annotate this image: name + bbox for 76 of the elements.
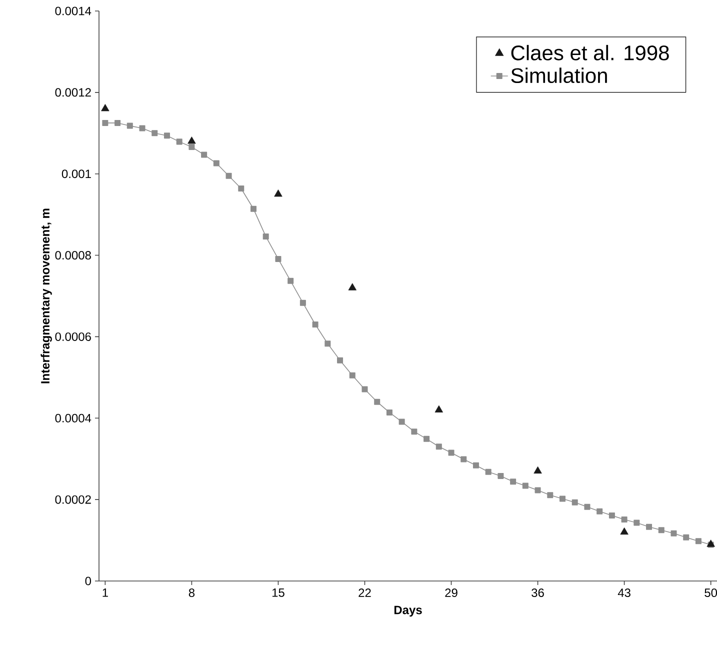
point <box>436 444 442 450</box>
point <box>312 321 318 328</box>
point <box>621 516 628 523</box>
point <box>572 499 578 506</box>
x-tick-label: 1 <box>102 588 108 597</box>
point <box>398 418 405 425</box>
y-axis-title: Interfragmentary movement, m <box>40 208 52 384</box>
point <box>152 130 158 136</box>
point <box>176 138 182 145</box>
x-tick-label: 15 <box>272 588 284 597</box>
y-tick-label: 0.0014 <box>55 6 92 16</box>
point <box>670 530 677 536</box>
point <box>472 462 479 468</box>
point <box>424 436 430 442</box>
point <box>226 172 232 179</box>
point <box>288 278 294 284</box>
x-tick-label: 29 <box>445 588 458 598</box>
point <box>275 256 282 262</box>
point <box>101 104 110 112</box>
point <box>608 512 615 518</box>
point <box>337 357 344 364</box>
y-tick-label: 0.0012 <box>55 88 91 97</box>
x-tick-label: 50 <box>704 588 717 598</box>
point <box>300 300 306 306</box>
x-tick-label: 8 <box>188 588 195 598</box>
point <box>448 450 454 456</box>
point <box>646 524 652 530</box>
point <box>634 520 640 526</box>
point <box>683 534 690 540</box>
point <box>213 160 220 166</box>
point <box>547 492 554 498</box>
x-axis-title: Days <box>394 606 422 617</box>
x-tick-label: 36 <box>532 588 544 598</box>
point <box>534 466 542 474</box>
y-tick-label: 0.0006 <box>55 332 91 341</box>
point <box>596 508 603 514</box>
point <box>460 456 467 462</box>
point <box>584 504 590 510</box>
point <box>114 120 121 126</box>
point <box>498 472 504 479</box>
legend-label: Simulation <box>511 68 607 84</box>
point <box>201 152 208 158</box>
point <box>126 122 133 129</box>
point <box>695 538 702 544</box>
y-tick-label: 0.0002 <box>55 495 91 504</box>
point <box>262 234 269 240</box>
point <box>485 468 492 475</box>
point <box>250 206 256 212</box>
point <box>188 144 195 150</box>
point <box>102 120 108 126</box>
point <box>362 386 368 392</box>
point <box>238 186 244 192</box>
y-tick-label: 0.001 <box>62 170 91 178</box>
point <box>620 527 628 535</box>
point <box>386 409 392 416</box>
point <box>658 527 664 534</box>
y-tick-label: 0.0004 <box>55 414 92 422</box>
y-tick-label: 0 <box>85 576 92 586</box>
point <box>534 487 541 494</box>
x-tick-label: 22 <box>358 588 371 597</box>
point <box>349 372 356 378</box>
point <box>164 132 170 139</box>
point <box>188 136 196 144</box>
x-tick-label: 43 <box>618 588 630 598</box>
point <box>522 482 528 489</box>
point <box>348 283 356 290</box>
legend-label: Claes et al. 1998 <box>511 44 669 60</box>
point <box>374 398 380 405</box>
y-tick-label: 0.0008 <box>55 251 91 260</box>
point <box>411 428 418 435</box>
point <box>324 340 331 347</box>
point <box>510 478 516 485</box>
point <box>139 125 146 132</box>
point <box>274 190 282 197</box>
point <box>434 405 443 412</box>
point <box>560 496 566 502</box>
